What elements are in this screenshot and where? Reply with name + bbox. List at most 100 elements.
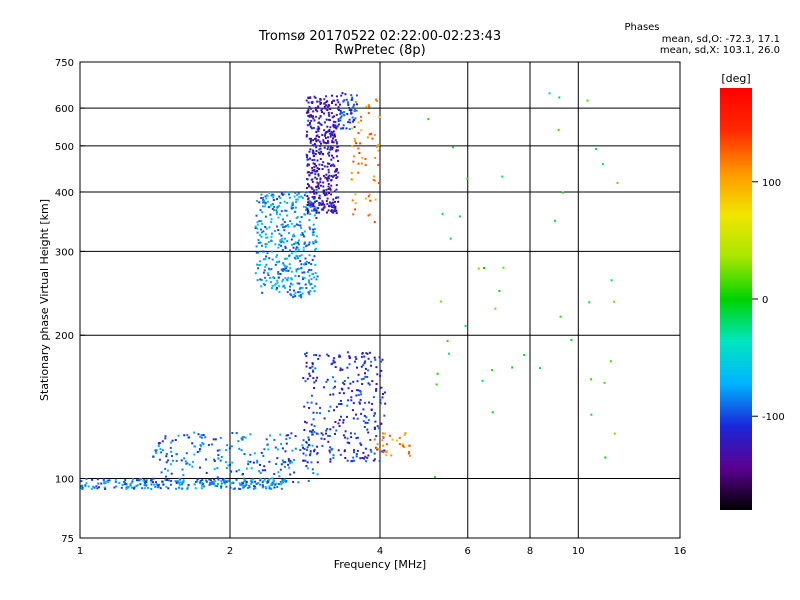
data-point (155, 449, 158, 452)
data-point (239, 488, 241, 490)
data-point (181, 468, 184, 471)
data-point (558, 96, 561, 99)
data-point (333, 204, 335, 207)
data-point (326, 378, 329, 381)
data-point (317, 121, 320, 124)
data-point (281, 249, 284, 251)
data-point (275, 213, 278, 216)
data-point (355, 109, 358, 112)
data-point (332, 156, 335, 159)
data-point (216, 467, 219, 470)
data-point (95, 485, 98, 488)
data-point (93, 486, 96, 489)
data-point (175, 487, 177, 490)
data-point (331, 206, 334, 208)
data-point (376, 443, 379, 446)
data-point (193, 483, 196, 486)
data-point (152, 477, 155, 480)
data-point (252, 461, 255, 464)
data-point (103, 481, 106, 484)
data-point (280, 234, 283, 237)
data-point (335, 95, 338, 98)
data-point (409, 454, 412, 457)
data-point (346, 366, 349, 369)
data-point (302, 459, 305, 462)
data-point (259, 477, 262, 480)
data-point (210, 483, 213, 486)
data-point (308, 281, 310, 284)
data-point (322, 152, 324, 155)
data-point (290, 432, 293, 435)
data-point (342, 127, 345, 130)
data-point (132, 478, 135, 481)
data-point (307, 436, 310, 439)
data-point (272, 480, 275, 482)
data-point (361, 156, 364, 159)
data-point (341, 368, 344, 371)
data-point (223, 478, 226, 481)
data-point (308, 454, 311, 457)
data-point (302, 446, 304, 449)
data-point (334, 380, 337, 383)
data-point (166, 469, 169, 472)
data-point (350, 171, 353, 174)
data-point (201, 479, 204, 481)
data-point (359, 442, 362, 445)
data-point (340, 111, 343, 114)
data-point (104, 488, 107, 490)
data-point (314, 367, 317, 370)
data-point (252, 478, 255, 481)
data-point (238, 482, 241, 485)
data-point (326, 105, 329, 108)
data-point (319, 152, 322, 155)
data-point (298, 196, 301, 199)
data-point (306, 110, 309, 113)
data-point (374, 446, 377, 449)
data-point (298, 282, 301, 285)
data-point (332, 137, 335, 140)
data-point (346, 459, 349, 462)
data-point (316, 473, 319, 476)
data-point (213, 458, 216, 461)
data-point (439, 300, 442, 303)
data-point (339, 116, 342, 119)
data-point (307, 201, 309, 204)
data-point (373, 458, 376, 461)
data-point (305, 421, 308, 424)
data-point (312, 223, 315, 226)
data-point (323, 105, 326, 108)
data-point (264, 485, 267, 488)
data-point (309, 191, 312, 194)
data-point (322, 139, 325, 142)
data-point (187, 484, 190, 486)
data-point (338, 354, 341, 357)
data-point (205, 479, 208, 482)
data-point (335, 127, 338, 130)
data-point (302, 452, 305, 455)
data-point (354, 208, 357, 211)
data-point (216, 449, 219, 452)
data-point (323, 129, 326, 132)
data-point (200, 482, 203, 485)
data-point (311, 468, 314, 471)
data-point (260, 285, 263, 288)
data-point (331, 141, 334, 144)
data-point (323, 102, 326, 105)
data-point (370, 408, 373, 411)
data-point (337, 449, 340, 452)
data-point (123, 481, 126, 484)
data-point (98, 486, 100, 489)
data-point (220, 480, 223, 483)
data-point (359, 398, 362, 401)
data-point (327, 130, 330, 132)
data-point (315, 188, 318, 191)
data-point (212, 480, 215, 483)
data-point (256, 279, 259, 282)
data-point (332, 359, 335, 362)
data-point (177, 480, 180, 483)
data-point (354, 360, 356, 363)
data-point (283, 268, 286, 271)
data-point (331, 131, 334, 134)
data-point (265, 487, 268, 490)
data-point (364, 360, 367, 363)
